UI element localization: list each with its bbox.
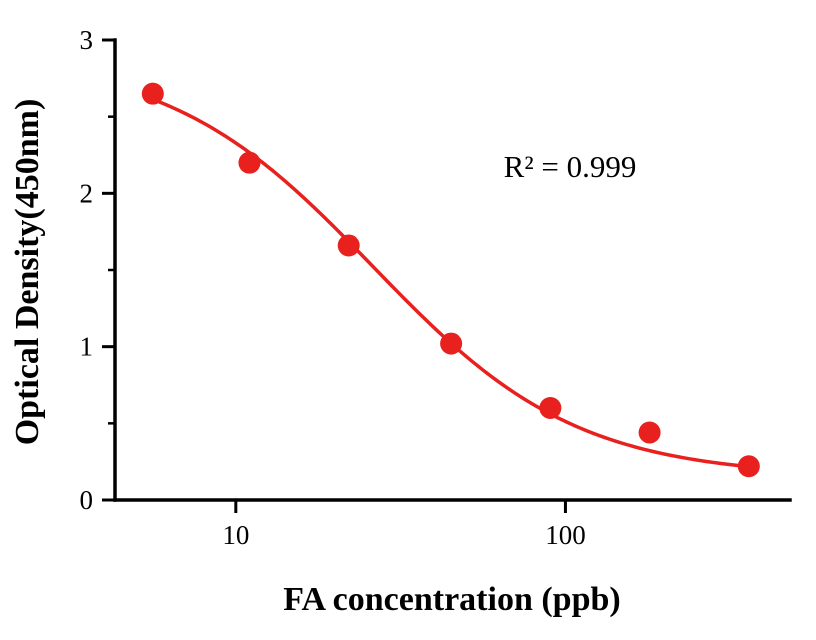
- y-tick-label: 2: [80, 178, 94, 208]
- data-point: [238, 151, 261, 174]
- data-point: [141, 82, 164, 105]
- x-axis-title: FA concentration (ppb): [283, 581, 621, 618]
- data-point: [337, 234, 360, 257]
- x-tick-label: 10: [222, 520, 249, 550]
- y-axis-title: Optical Density(450nm): [9, 98, 46, 446]
- data-point: [440, 332, 463, 355]
- data-point: [539, 397, 562, 419]
- r-squared-annotation: R² = 0.999: [503, 149, 637, 184]
- y-tick-label: 3: [80, 25, 94, 55]
- x-tick-label: 100: [545, 520, 586, 550]
- data-point: [638, 421, 661, 444]
- data-point: [737, 455, 760, 478]
- y-tick-label: 0: [80, 485, 94, 515]
- y-tick-label: 1: [80, 332, 94, 362]
